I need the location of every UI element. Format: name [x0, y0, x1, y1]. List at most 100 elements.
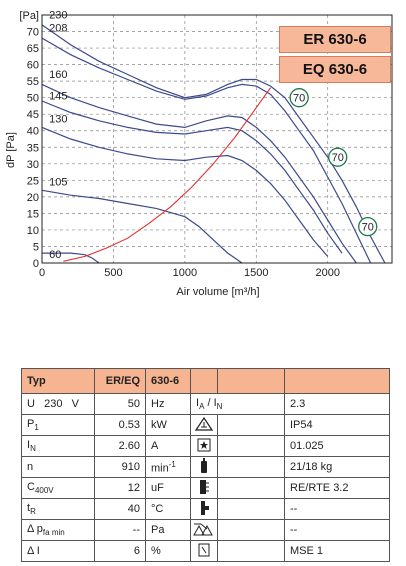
y-tick-label: 50: [27, 93, 39, 105]
header-typ: Typ: [21, 368, 95, 394]
weight-icon: [190, 456, 218, 478]
param-unit: A: [145, 435, 191, 457]
param-value: 910: [94, 456, 146, 478]
curve-label: 105: [49, 176, 67, 188]
x-tick-label: 1000: [173, 267, 197, 279]
param-value: 6: [94, 540, 146, 562]
param-value: 0.53: [94, 414, 146, 436]
y-axis-ticks: 0 5 10 15 20 25 30 35 40 45 50 55 60 65 70 [Pa]: [19, 10, 39, 270]
param-label: IN: [21, 435, 95, 457]
param-unit: Hz: [145, 393, 191, 415]
param-right-label: [217, 519, 285, 541]
param-label: n: [21, 456, 95, 478]
header-value: 630-6: [145, 368, 191, 394]
approval-star-icon: [190, 435, 218, 457]
marker-label: 70: [332, 152, 344, 164]
marker-ring: [358, 216, 378, 237]
curve-label: 145: [49, 90, 67, 102]
param-label: Δ I: [21, 540, 95, 562]
param-unit: min-1: [145, 456, 191, 478]
param-right-value: 01.025: [284, 435, 390, 457]
param-value: 2.60: [94, 435, 146, 457]
header-icon-cell: [190, 368, 218, 394]
table-row: P1 0.53 kW IP54: [21, 414, 390, 436]
fan-curve: [41, 126, 329, 257]
curve-label: 130: [49, 113, 67, 125]
curve-label: 230: [49, 9, 67, 21]
param-label: P1: [21, 414, 95, 436]
spec-table: Typ ER/EQ 630-6 U 230 V 50 Hz IA / IN 2.…: [21, 368, 390, 562]
param-right-value: --: [284, 498, 390, 520]
y-tick-label: 20: [27, 192, 39, 204]
param-label: Δ pfa min: [21, 519, 95, 541]
y-tick-label: 0: [33, 258, 39, 270]
protection-class-icon: [190, 414, 218, 436]
x-tick-label: 2000: [315, 267, 339, 279]
param-unit: uF: [145, 477, 191, 499]
y-tick-label: 70: [27, 27, 39, 39]
x-axis-ticks: 0 500 1000 1500 2000: [39, 267, 340, 279]
table-row: Δ pfa min -- Pa --: [21, 519, 390, 541]
param-right-value: --: [284, 519, 390, 541]
curve-labels: 230 208 160 145 130 105 60: [49, 9, 67, 261]
header-right-label: [217, 368, 285, 394]
fan-curve: [41, 100, 343, 254]
y-tick-label: [Pa]: [19, 10, 39, 22]
param-right-value: 2.3: [284, 393, 390, 415]
switch-icon: [190, 498, 218, 520]
table-row: Δ I 6 % MSE 1: [21, 540, 390, 562]
param-right-label: [217, 498, 285, 520]
header-right-value: [284, 368, 390, 394]
system-curve: [63, 87, 272, 262]
param-unit: kW: [145, 414, 191, 436]
y-tick-label: 15: [27, 208, 39, 220]
curve-label: 208: [49, 23, 67, 35]
param-label: U 230 V: [21, 393, 95, 415]
header-model: ER/EQ: [94, 368, 146, 394]
y-tick-label: 25: [27, 175, 39, 187]
param-right-label: IA / IN: [190, 393, 285, 415]
motor-protection-icon: [190, 540, 218, 562]
pressure-switch-icon: [190, 519, 218, 541]
model-label-eq: EQ 630-6: [279, 56, 391, 83]
x-tick-label: 1500: [244, 267, 268, 279]
y-tick-label: 40: [27, 126, 39, 138]
param-value: --: [94, 519, 146, 541]
controller-icon: [190, 477, 218, 499]
param-right-label: [217, 414, 285, 436]
param-right-label: [217, 456, 285, 478]
param-right-label: [217, 435, 285, 457]
param-label: C400V: [21, 477, 95, 499]
fan-curve: [41, 83, 357, 264]
y-tick-label: 10: [27, 225, 39, 237]
curve-label: 160: [49, 69, 67, 81]
fan-curve: [41, 24, 386, 264]
table-row: C400V 12 uF RE/RTE 3.2: [21, 477, 390, 499]
fan-performance-chart: 0 500 1000 1500 2000 0 5 10 15 20 25 30 35 40 45 50 55 6…: [5, 9, 393, 298]
marker-ring: [289, 88, 309, 108]
param-value: 50: [94, 393, 146, 415]
param-unit: %: [145, 540, 191, 562]
curve-label: 60: [49, 249, 61, 261]
table-row: tR 40 °C --: [21, 498, 390, 520]
fan-curves: [41, 24, 386, 264]
table-row: n 910 min-1 21/18 kg: [21, 456, 390, 478]
table-row: IN 2.60 A 01.025: [21, 435, 390, 457]
spec-table-header: Typ ER/EQ 630-6: [21, 368, 390, 394]
y-axis-title: dP [Pa]: [5, 132, 17, 168]
table-row: U 230 V 50 Hz IA / IN 2.3: [21, 393, 390, 415]
y-tick-label: 60: [27, 60, 39, 72]
fan-curve: [41, 37, 372, 264]
y-tick-label: 35: [27, 142, 39, 154]
param-right-value: MSE 1: [284, 540, 390, 562]
chart-grid: [42, 15, 392, 263]
plot-frame: [41, 14, 393, 264]
param-unit: °C: [145, 498, 191, 520]
param-unit: Pa: [145, 519, 191, 541]
param-right-value: 21/18 kg: [284, 456, 390, 478]
system-curve-line: [63, 87, 272, 262]
param-value: 12: [94, 477, 146, 499]
y-tick-label: 65: [27, 43, 39, 55]
param-right-label: [217, 540, 285, 562]
marker-label: 70: [293, 93, 305, 105]
